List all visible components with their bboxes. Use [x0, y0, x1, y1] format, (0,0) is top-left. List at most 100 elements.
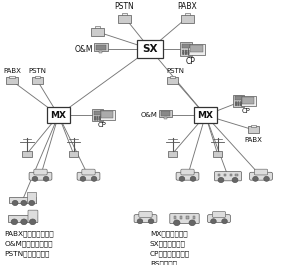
- Text: PABX: PABX: [3, 68, 21, 74]
- FancyBboxPatch shape: [91, 28, 104, 36]
- FancyBboxPatch shape: [241, 96, 256, 106]
- Circle shape: [99, 119, 100, 120]
- Circle shape: [188, 50, 189, 51]
- Text: PSTN－市话交换机: PSTN－市话交换机: [4, 251, 50, 257]
- Circle shape: [238, 103, 239, 104]
- FancyBboxPatch shape: [28, 210, 38, 223]
- Text: O&M－网络管理系统: O&M－网络管理系统: [4, 241, 53, 247]
- Text: MX: MX: [197, 111, 214, 120]
- FancyBboxPatch shape: [180, 42, 192, 56]
- Bar: [235, 96, 242, 100]
- Bar: [235, 174, 238, 176]
- Circle shape: [97, 119, 98, 120]
- Bar: [35, 76, 40, 78]
- Text: O&M: O&M: [140, 112, 158, 118]
- Circle shape: [99, 118, 100, 119]
- Text: MX: MX: [50, 111, 67, 120]
- Text: SX－系统交换机: SX－系统交换机: [150, 241, 186, 247]
- FancyBboxPatch shape: [188, 43, 205, 55]
- Circle shape: [183, 52, 184, 53]
- Text: PSTN: PSTN: [115, 2, 134, 11]
- FancyBboxPatch shape: [167, 77, 178, 84]
- FancyBboxPatch shape: [168, 151, 177, 157]
- FancyBboxPatch shape: [139, 211, 152, 217]
- FancyBboxPatch shape: [242, 97, 254, 104]
- Circle shape: [253, 176, 258, 181]
- Circle shape: [174, 220, 180, 226]
- Circle shape: [218, 178, 224, 183]
- Text: PABX: PABX: [178, 2, 197, 11]
- FancyBboxPatch shape: [254, 169, 268, 175]
- FancyBboxPatch shape: [137, 40, 163, 58]
- Bar: [9, 76, 15, 78]
- Bar: [193, 216, 195, 219]
- Text: CP: CP: [241, 108, 250, 114]
- Bar: [218, 174, 220, 176]
- Circle shape: [137, 219, 143, 224]
- FancyBboxPatch shape: [34, 169, 47, 175]
- FancyBboxPatch shape: [32, 77, 43, 84]
- Circle shape: [80, 176, 86, 181]
- Text: PABX: PABX: [244, 137, 262, 143]
- FancyBboxPatch shape: [159, 109, 172, 117]
- FancyBboxPatch shape: [176, 172, 199, 180]
- Bar: [169, 76, 175, 78]
- FancyBboxPatch shape: [181, 15, 194, 23]
- FancyBboxPatch shape: [181, 169, 194, 175]
- FancyBboxPatch shape: [94, 43, 108, 51]
- Text: CP: CP: [186, 57, 195, 66]
- Circle shape: [179, 176, 185, 181]
- FancyBboxPatch shape: [27, 192, 37, 204]
- Text: O&M: O&M: [74, 45, 93, 54]
- FancyBboxPatch shape: [82, 169, 95, 175]
- Circle shape: [189, 220, 195, 226]
- Text: SX: SX: [142, 44, 158, 54]
- FancyBboxPatch shape: [194, 107, 218, 123]
- FancyBboxPatch shape: [29, 172, 52, 180]
- FancyBboxPatch shape: [77, 172, 100, 180]
- Bar: [186, 216, 189, 219]
- FancyBboxPatch shape: [101, 112, 113, 118]
- FancyBboxPatch shape: [248, 126, 259, 133]
- FancyBboxPatch shape: [170, 214, 199, 224]
- Bar: [94, 111, 101, 115]
- Text: PABX－专用小交换机: PABX－专用小交换机: [4, 231, 54, 237]
- FancyBboxPatch shape: [69, 151, 78, 157]
- FancyBboxPatch shape: [9, 197, 36, 203]
- FancyBboxPatch shape: [134, 215, 157, 223]
- Circle shape: [185, 52, 186, 53]
- Circle shape: [97, 118, 98, 119]
- FancyBboxPatch shape: [208, 215, 230, 223]
- Circle shape: [211, 219, 216, 224]
- Bar: [122, 13, 128, 15]
- Text: CP: CP: [98, 122, 107, 128]
- Text: MX－无线交换机: MX－无线交换机: [150, 231, 188, 237]
- Bar: [180, 216, 182, 219]
- Circle shape: [12, 200, 18, 206]
- Circle shape: [238, 102, 239, 103]
- Text: PSTN: PSTN: [167, 68, 184, 74]
- Bar: [94, 26, 100, 28]
- Circle shape: [240, 102, 241, 103]
- Circle shape: [188, 52, 189, 53]
- Circle shape: [91, 176, 97, 181]
- FancyBboxPatch shape: [6, 77, 18, 84]
- Circle shape: [240, 103, 241, 104]
- FancyBboxPatch shape: [118, 15, 131, 23]
- Circle shape: [190, 176, 196, 181]
- FancyBboxPatch shape: [233, 95, 244, 107]
- Circle shape: [185, 50, 186, 51]
- FancyBboxPatch shape: [160, 111, 170, 116]
- Text: PSTN: PSTN: [28, 68, 46, 74]
- FancyBboxPatch shape: [212, 211, 226, 217]
- Circle shape: [43, 176, 49, 181]
- Bar: [182, 44, 190, 48]
- Bar: [184, 13, 190, 15]
- Circle shape: [21, 200, 27, 206]
- Circle shape: [29, 219, 36, 225]
- Circle shape: [29, 200, 34, 206]
- FancyBboxPatch shape: [190, 45, 203, 52]
- Circle shape: [32, 176, 38, 181]
- Bar: [99, 51, 102, 53]
- Bar: [224, 174, 226, 176]
